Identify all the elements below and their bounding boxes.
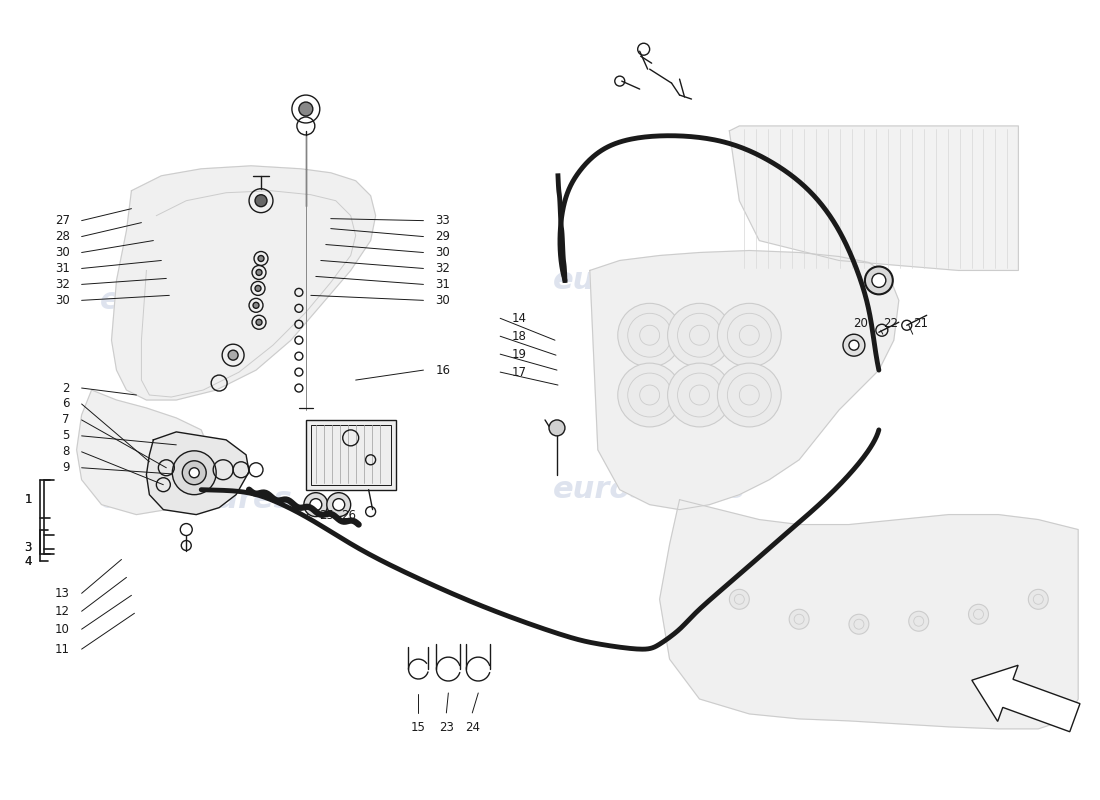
Text: 20: 20 <box>854 318 868 330</box>
Circle shape <box>189 468 199 478</box>
Circle shape <box>304 493 328 517</box>
Text: 30: 30 <box>55 246 69 259</box>
Circle shape <box>310 498 322 510</box>
Circle shape <box>849 340 859 350</box>
Circle shape <box>872 274 886 287</box>
Circle shape <box>183 461 206 485</box>
Bar <box>311 425 390 485</box>
Text: 7: 7 <box>63 414 69 426</box>
Circle shape <box>865 266 893 294</box>
Text: 21: 21 <box>913 318 928 330</box>
Text: 14: 14 <box>513 312 527 325</box>
Circle shape <box>333 498 344 510</box>
Circle shape <box>849 614 869 634</box>
Circle shape <box>618 363 682 427</box>
Text: 23: 23 <box>439 721 454 734</box>
Text: 18: 18 <box>513 330 527 342</box>
Circle shape <box>668 363 732 427</box>
Circle shape <box>299 102 312 116</box>
Circle shape <box>258 255 264 262</box>
Text: 31: 31 <box>55 262 69 275</box>
Text: 1: 1 <box>24 493 32 506</box>
Text: 33: 33 <box>436 214 450 227</box>
Circle shape <box>173 451 217 494</box>
Text: 27: 27 <box>55 214 69 227</box>
Polygon shape <box>146 432 249 514</box>
Text: 30: 30 <box>55 294 69 307</box>
Text: 32: 32 <box>55 278 69 291</box>
Text: 3: 3 <box>24 541 32 554</box>
Circle shape <box>253 302 258 308</box>
Polygon shape <box>660 500 1078 729</box>
Text: 1: 1 <box>24 493 32 506</box>
Text: 8: 8 <box>63 446 69 458</box>
Text: 22: 22 <box>883 318 899 330</box>
Text: 12: 12 <box>55 605 69 618</box>
Text: 9: 9 <box>63 462 69 474</box>
Text: 10: 10 <box>55 622 69 636</box>
Circle shape <box>968 604 989 624</box>
Polygon shape <box>111 166 375 400</box>
Polygon shape <box>77 390 211 514</box>
Text: 3: 3 <box>24 541 32 554</box>
Bar <box>306 420 396 490</box>
Circle shape <box>255 194 267 206</box>
Circle shape <box>256 270 262 275</box>
Polygon shape <box>590 250 899 510</box>
Text: 16: 16 <box>436 364 450 377</box>
Text: 32: 32 <box>436 262 450 275</box>
Text: 13: 13 <box>55 587 69 600</box>
Circle shape <box>327 493 351 517</box>
Text: 19: 19 <box>513 348 527 361</box>
Text: 2: 2 <box>63 382 69 394</box>
Text: 4: 4 <box>24 555 32 568</box>
Text: 31: 31 <box>436 278 450 291</box>
Text: eurospares: eurospares <box>553 475 746 504</box>
Text: eurospares: eurospares <box>100 286 293 315</box>
Polygon shape <box>971 666 1080 732</box>
Text: 15: 15 <box>411 721 426 734</box>
Text: 28: 28 <box>55 230 69 243</box>
Circle shape <box>909 611 928 631</box>
Text: 4: 4 <box>24 555 32 568</box>
Circle shape <box>1028 590 1048 610</box>
Circle shape <box>717 303 781 367</box>
Circle shape <box>255 286 261 291</box>
Circle shape <box>717 363 781 427</box>
Circle shape <box>729 590 749 610</box>
Text: 26: 26 <box>341 509 355 522</box>
Text: 11: 11 <box>55 642 69 656</box>
Circle shape <box>256 319 262 326</box>
Text: eurospares: eurospares <box>553 266 746 295</box>
Text: 5: 5 <box>63 430 69 442</box>
Text: 30: 30 <box>436 294 450 307</box>
Circle shape <box>228 350 238 360</box>
Circle shape <box>668 303 732 367</box>
Text: 25: 25 <box>319 509 333 522</box>
Text: 6: 6 <box>63 398 69 410</box>
Circle shape <box>843 334 865 356</box>
Text: 24: 24 <box>465 721 480 734</box>
Text: 30: 30 <box>436 246 450 259</box>
Polygon shape <box>729 126 1019 270</box>
Circle shape <box>789 610 810 630</box>
Circle shape <box>618 303 682 367</box>
Text: 29: 29 <box>436 230 450 243</box>
Text: eurospares: eurospares <box>100 485 293 514</box>
Circle shape <box>549 420 565 436</box>
Text: 17: 17 <box>513 366 527 378</box>
